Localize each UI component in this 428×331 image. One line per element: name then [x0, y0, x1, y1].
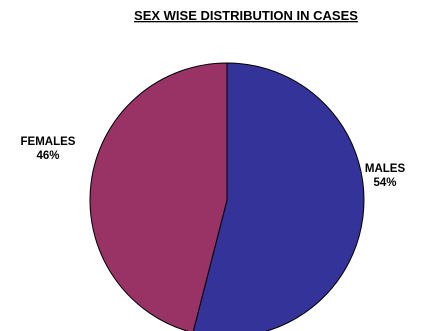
pie-labels: MALES 54% FEMALES 46%: [21, 136, 406, 189]
slice-percent-males: 54%: [373, 177, 396, 189]
slice-label-males: MALES: [365, 163, 406, 175]
pie-slices: [89, 62, 365, 331]
pie-slice-males: [192, 62, 365, 331]
chart-title: SEX WISE DISTRIBUTION IN CASES: [134, 8, 358, 23]
slice-label-females: FEMALES: [21, 136, 76, 148]
slice-percent-females: 46%: [36, 150, 59, 162]
pie-slice-females: [89, 62, 228, 331]
